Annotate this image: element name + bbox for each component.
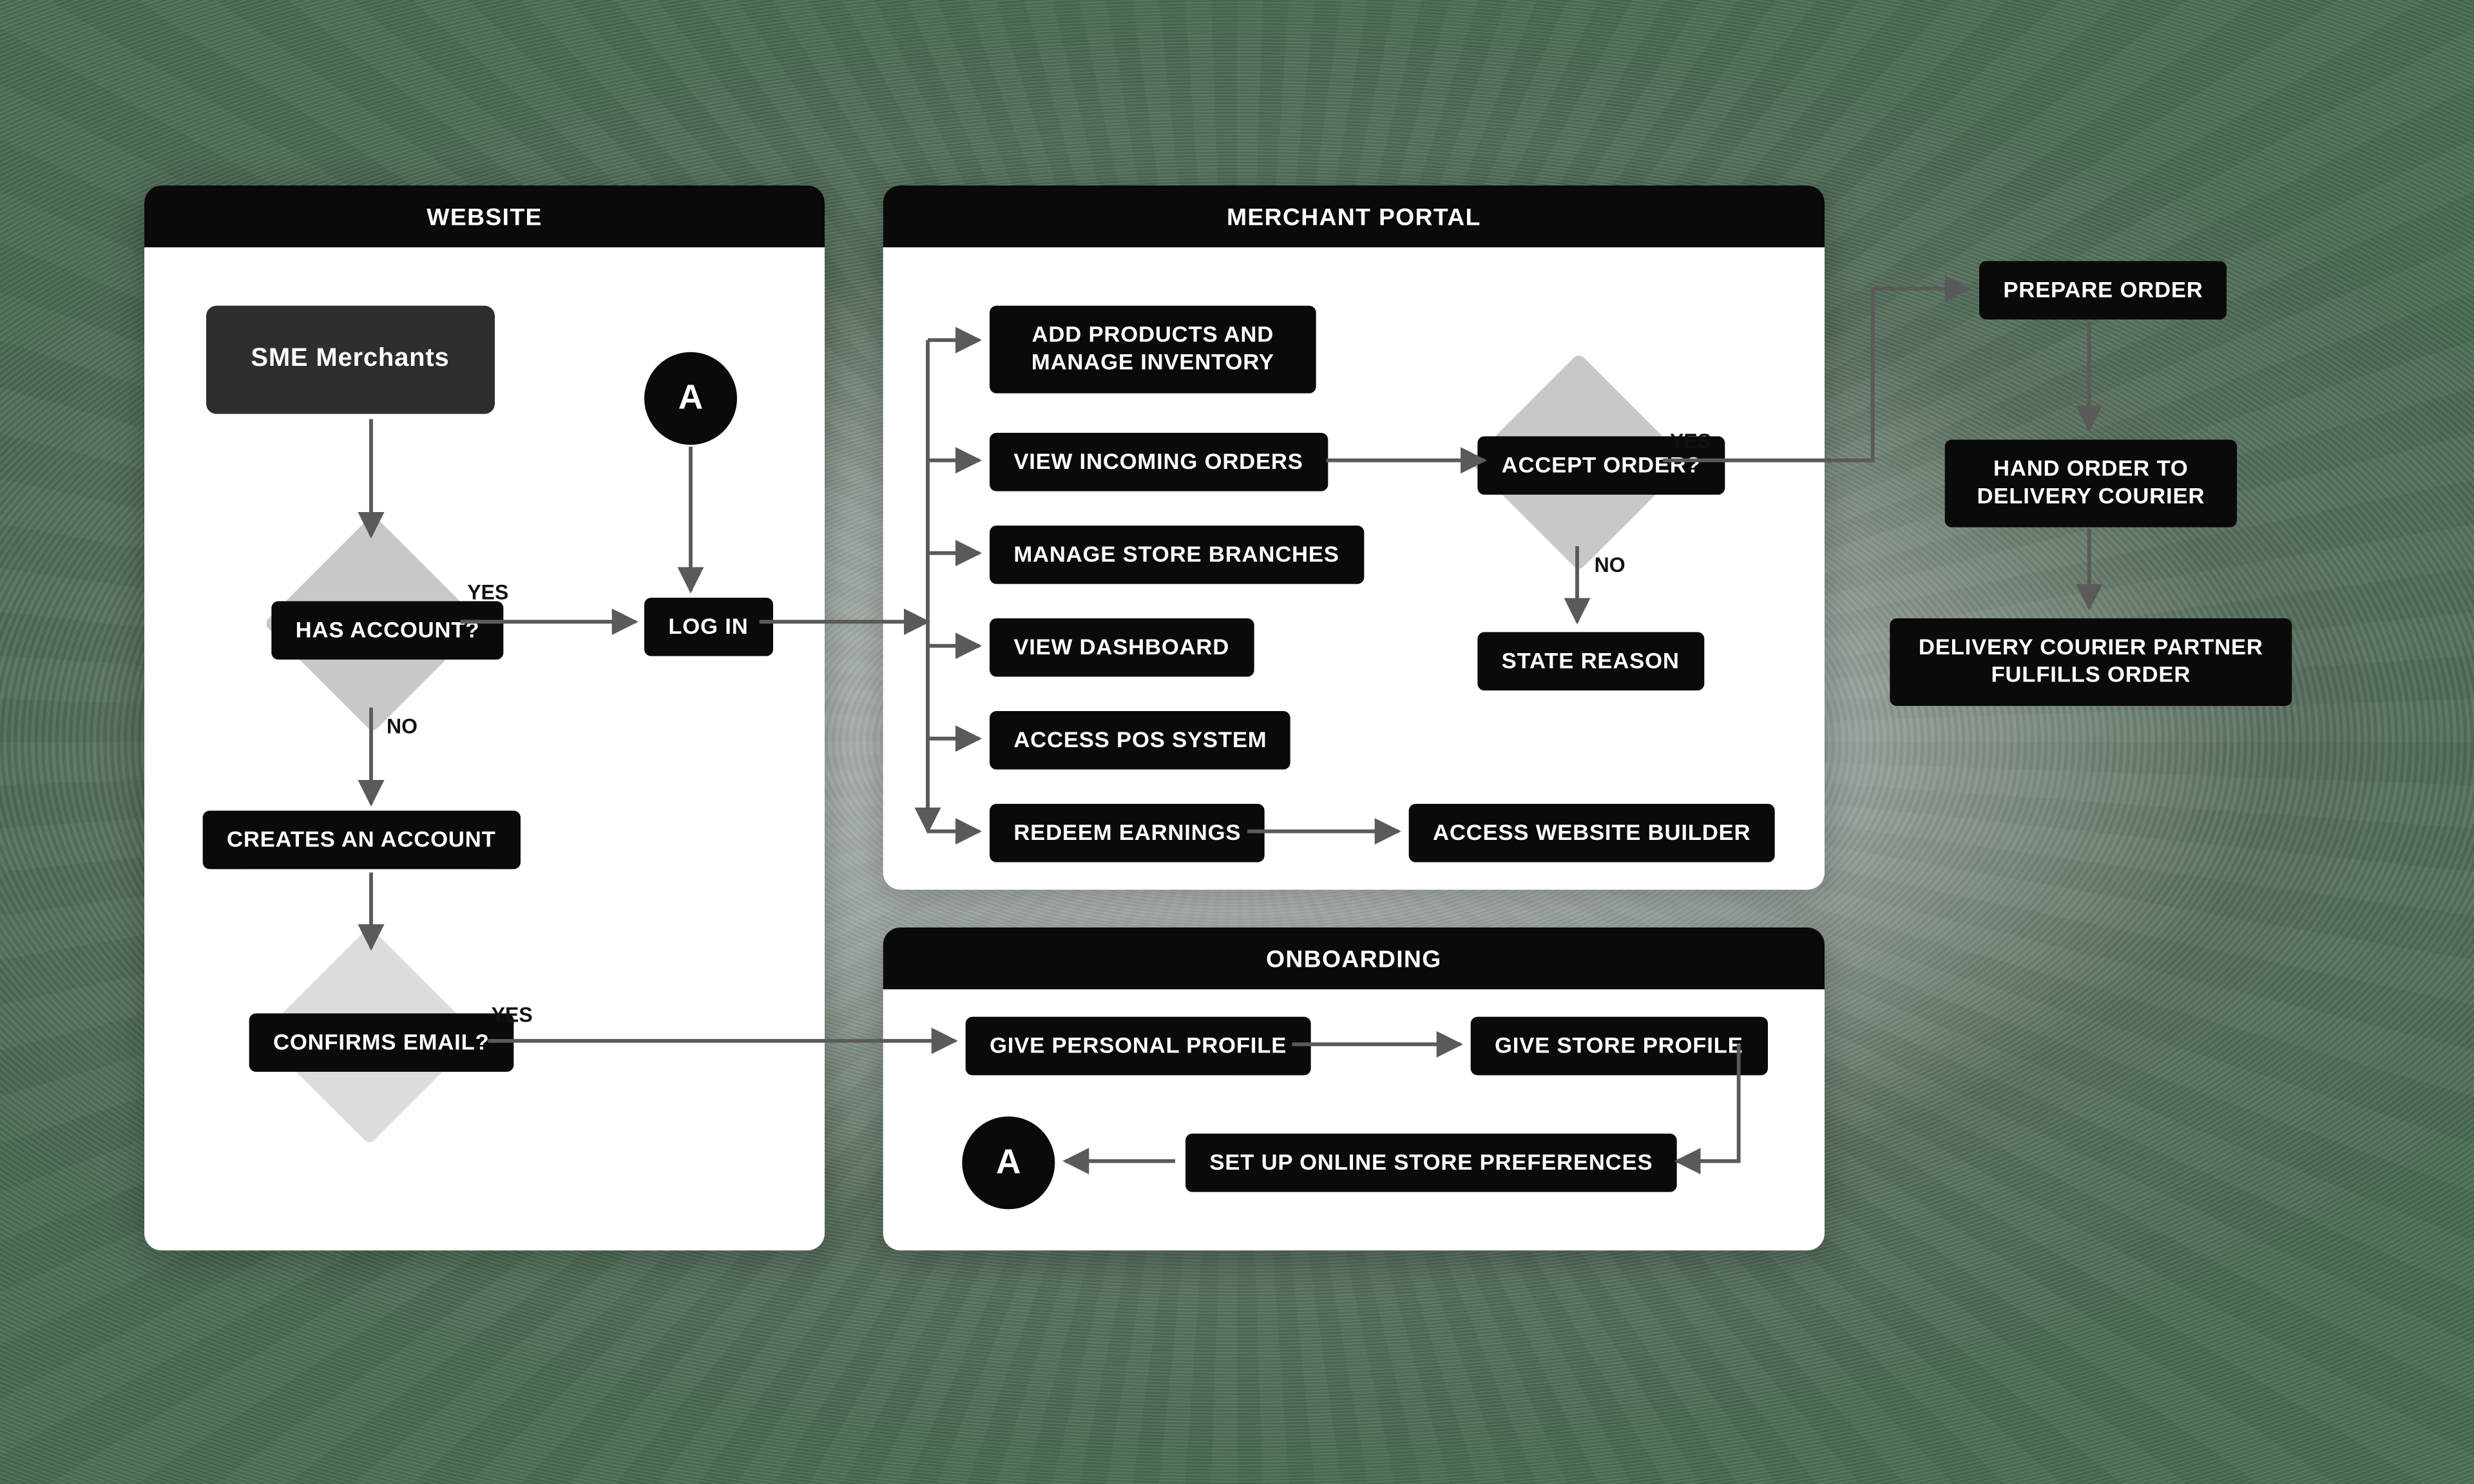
- connector-a-top: A: [644, 352, 737, 445]
- label-has-account-yes: YES: [467, 580, 508, 604]
- label-has-account-no: NO: [387, 714, 417, 738]
- node-redeem-earnings: REDEEM EARNINGS: [990, 804, 1265, 862]
- label-confirms-yes: YES: [492, 1003, 533, 1027]
- node-hand-order: HAND ORDER TO DELIVERY COURIER: [1945, 440, 2237, 527]
- panel-header-onboarding: ONBOARDING: [883, 928, 1825, 989]
- node-sme-merchants: SME Merchants: [206, 306, 494, 414]
- node-manage-branches: MANAGE STORE BRANCHES: [990, 526, 1363, 584]
- node-view-dashboard: VIEW DASHBOARD: [990, 618, 1253, 677]
- node-state-reason: STATE REASON: [1477, 632, 1703, 690]
- node-confirms-email: CONFIRMS EMAIL?: [249, 1013, 513, 1072]
- node-view-orders: VIEW INCOMING ORDERS: [990, 433, 1327, 491]
- node-has-account: HAS ACCOUNT?: [271, 601, 503, 660]
- label-accept-no: NO: [1595, 553, 1625, 577]
- node-access-pos: ACCESS POS SYSTEM: [990, 711, 1291, 770]
- panel-header-website: WEBSITE: [144, 186, 825, 247]
- node-setup-prefs: SET UP ONLINE STORE PREFERENCES: [1185, 1134, 1677, 1192]
- node-give-store: GIVE STORE PROFILE: [1471, 1017, 1767, 1076]
- node-add-products: ADD PRODUCTS AND MANAGE INVENTORY: [990, 306, 1316, 393]
- flowchart-canvas: WEBSITE MERCHANT PORTAL ONBOARDING SME M…: [0, 0, 2474, 1484]
- node-website-builder: ACCESS WEBSITE BUILDER: [1409, 804, 1775, 862]
- connector-a-bottom: A: [962, 1116, 1055, 1209]
- panel-header-merchant: MERCHANT PORTAL: [883, 186, 1825, 247]
- node-prepare-order: PREPARE ORDER: [1979, 261, 2227, 319]
- node-fulfills-order: DELIVERY COURIER PARTNER FULFILLS ORDER: [1890, 618, 2292, 705]
- label-accept-yes: YES: [1670, 430, 1711, 453]
- node-log-in: LOG IN: [644, 598, 772, 656]
- node-creates-account: CREATES AN ACCOUNT: [203, 811, 520, 870]
- node-give-personal: GIVE PERSONAL PROFILE: [966, 1017, 1311, 1076]
